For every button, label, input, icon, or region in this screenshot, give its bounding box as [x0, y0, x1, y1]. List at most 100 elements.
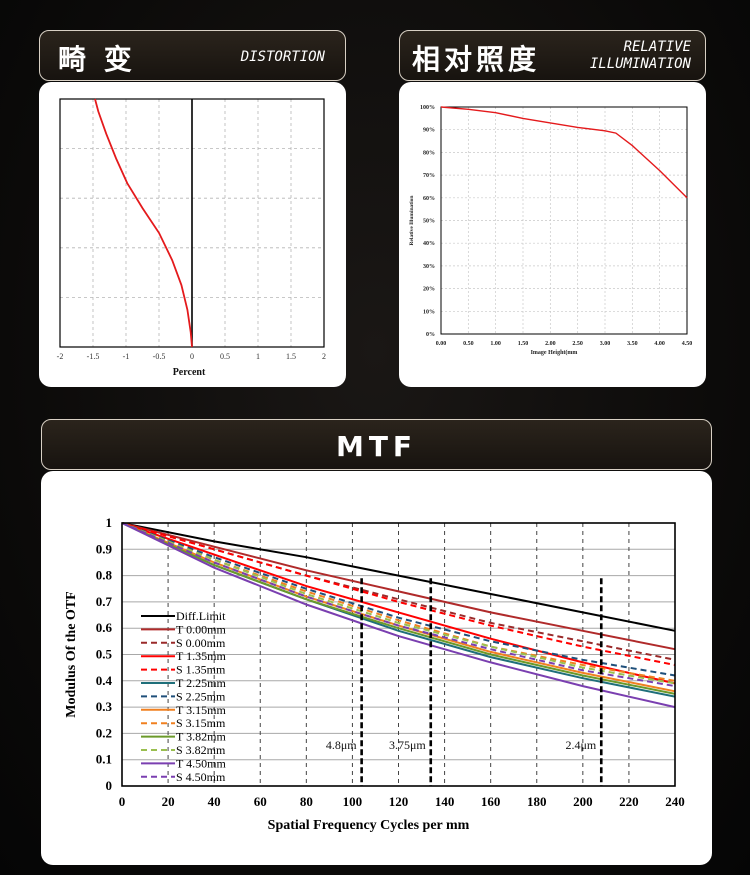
- x-tick-label: 3.00: [600, 341, 611, 347]
- x-axis-label: Percent: [173, 367, 206, 378]
- x-tick-label: 20: [162, 794, 175, 809]
- mtf-title: MTF: [335, 430, 418, 463]
- pixel-marker-label: 4.8μm: [326, 738, 357, 752]
- y-tick-label: 0.2: [96, 725, 112, 740]
- legend-label: T 4.50mm: [176, 756, 226, 770]
- x-axis-label: Image Height(mm: [531, 349, 578, 356]
- legend-label: S 4.50mm: [176, 770, 226, 784]
- y-tick-label: 0.4: [96, 673, 113, 688]
- plot-frame: [121, 522, 676, 787]
- x-tick-label: -1: [123, 352, 130, 361]
- x-tick-label: 240: [665, 794, 685, 809]
- x-tick-label: 220: [619, 794, 639, 809]
- legend-label: T 1.35mm: [176, 649, 226, 663]
- x-tick-label: 0: [190, 352, 194, 361]
- mtf-curve: [121, 522, 676, 685]
- illumination-header: 相对照度 RELATIVE ILLUMINATION: [399, 30, 706, 81]
- mtf-curve: [121, 522, 676, 688]
- y-tick-label: 0.5: [96, 647, 113, 662]
- y-tick-label: 0.9: [96, 541, 113, 556]
- x-tick-label: 1.5: [286, 352, 296, 361]
- x-tick-label: 100: [343, 794, 363, 809]
- distortion-title-cn: 畸 变: [58, 43, 136, 76]
- y-tick-label: 10%: [423, 309, 435, 315]
- y-tick-label: 70%: [423, 173, 435, 179]
- legend-label: S 0.00mm: [176, 636, 226, 650]
- plot-frame: [440, 106, 688, 335]
- y-tick-label: 1: [106, 515, 113, 530]
- illumination-title-en: RELATIVE ILLUMINATION: [590, 39, 691, 73]
- mtf-chart: 4.8μm 3.75μm 2.4μm 0 0.1 0.2 0.3 0.4 0.5 0.6 0.7 0.…: [64, 515, 685, 833]
- legend-label: T 3.15mm: [176, 703, 226, 717]
- distortion-header: 畸 变 DISTORTION: [39, 30, 346, 81]
- legend-label: S 3.82mm: [176, 743, 226, 757]
- mtf-curve: [121, 522, 676, 695]
- distortion-title-en: DISTORTION: [240, 49, 325, 65]
- pixel-marker-label: 2.4μm: [565, 738, 596, 752]
- x-axis-label: Spatial Frequency Cycles per mm: [268, 818, 470, 833]
- x-tick-label: 200: [573, 794, 593, 809]
- mtf-curve: [121, 522, 676, 666]
- x-tick-label: -1.5: [87, 352, 100, 361]
- pixel-marker-label: 3.75μm: [389, 738, 426, 752]
- legend-label: S 2.25mm: [176, 689, 226, 703]
- y-tick-label: 80%: [423, 150, 435, 156]
- legend-label: S 1.35mm: [176, 663, 226, 677]
- mtf-curve: [121, 522, 676, 632]
- y-tick-label: 60%: [423, 196, 435, 202]
- x-tick-label: 180: [527, 794, 547, 809]
- x-tick-label: 2.00: [545, 341, 556, 347]
- mtf-header: MTF: [41, 419, 712, 470]
- illumination-title-cn: 相对照度: [412, 43, 541, 76]
- x-tick-label: -2: [57, 352, 64, 361]
- illumination-curve: [440, 106, 688, 199]
- y-tick-label: 0: [106, 778, 113, 793]
- x-tick-label: 1.00: [490, 341, 501, 347]
- y-tick-label: 0.3: [96, 699, 113, 714]
- y-axis-label: Modulus Of the OTF: [64, 591, 79, 717]
- distortion-panel: -2 -1.5 -1 -0.5 0 0.5 1 1.5 2 Percent: [39, 82, 346, 387]
- x-tick-label: 2: [322, 352, 326, 361]
- mtf-panel: 4.8μm 3.75μm 2.4μm 0 0.1 0.2 0.3 0.4 0.5 0.6 0.7 0.…: [41, 471, 712, 865]
- y-tick-label: 0.7: [96, 594, 113, 609]
- mtf-curve: [121, 522, 676, 709]
- legend-label: T 2.25mm: [176, 676, 226, 690]
- y-tick-label: 0.8: [96, 568, 113, 583]
- y-tick-label: 30%: [423, 264, 435, 270]
- illumination-chart: 0% 10% 20% 30% 40% 50% 60% 70% 80% 90% 100% 0.00 0.5…: [409, 105, 693, 356]
- y-tick-label: 40%: [423, 241, 435, 247]
- mtf-curve: [121, 522, 676, 651]
- x-tick-label: 1: [256, 352, 260, 361]
- y-tick-label: 0.6: [96, 620, 113, 635]
- x-tick-label: 0: [119, 794, 126, 809]
- illumination-title-en-line1: RELATIVE: [623, 39, 691, 55]
- y-axis-label: Relative Illumination: [409, 196, 415, 246]
- distortion-curve: [94, 98, 193, 348]
- x-tick-label: 4.50: [682, 341, 693, 347]
- legend-label: T 3.82mm: [176, 730, 226, 744]
- x-tick-label: 0.5: [220, 352, 230, 361]
- illumination-panel: 0% 10% 20% 30% 40% 50% 60% 70% 80% 90% 100% 0.00 0.5…: [399, 82, 706, 387]
- y-tick-label: 20%: [423, 287, 435, 293]
- x-tick-label: 120: [389, 794, 409, 809]
- mtf-curve: [121, 522, 676, 682]
- y-tick-label: 90%: [423, 128, 435, 134]
- x-tick-label: 1.50: [518, 341, 529, 347]
- legend-label: Diff.Limit: [176, 609, 226, 623]
- legend-label: S 3.15mm: [176, 716, 226, 730]
- mtf-curve: [121, 522, 676, 685]
- y-tick-label: 0.1: [96, 752, 112, 767]
- x-tick-label: -0.5: [153, 352, 166, 361]
- x-tick-label: 40: [208, 794, 221, 809]
- x-tick-label: 2.50: [572, 341, 583, 347]
- illumination-title-en-line2: ILLUMINATION: [589, 56, 691, 72]
- x-tick-label: 0.00: [436, 341, 447, 347]
- x-tick-label: 3.50: [627, 341, 638, 347]
- x-tick-label: 4.00: [654, 341, 665, 347]
- x-tick-label: 140: [435, 794, 455, 809]
- distortion-chart: -2 -1.5 -1 -0.5 0 0.5 1 1.5 2 Percent: [57, 98, 326, 378]
- legend-label: T 0.00mm: [176, 622, 226, 636]
- x-tick-label: 80: [300, 794, 313, 809]
- x-tick-label: 60: [254, 794, 267, 809]
- x-tick-label: 160: [481, 794, 501, 809]
